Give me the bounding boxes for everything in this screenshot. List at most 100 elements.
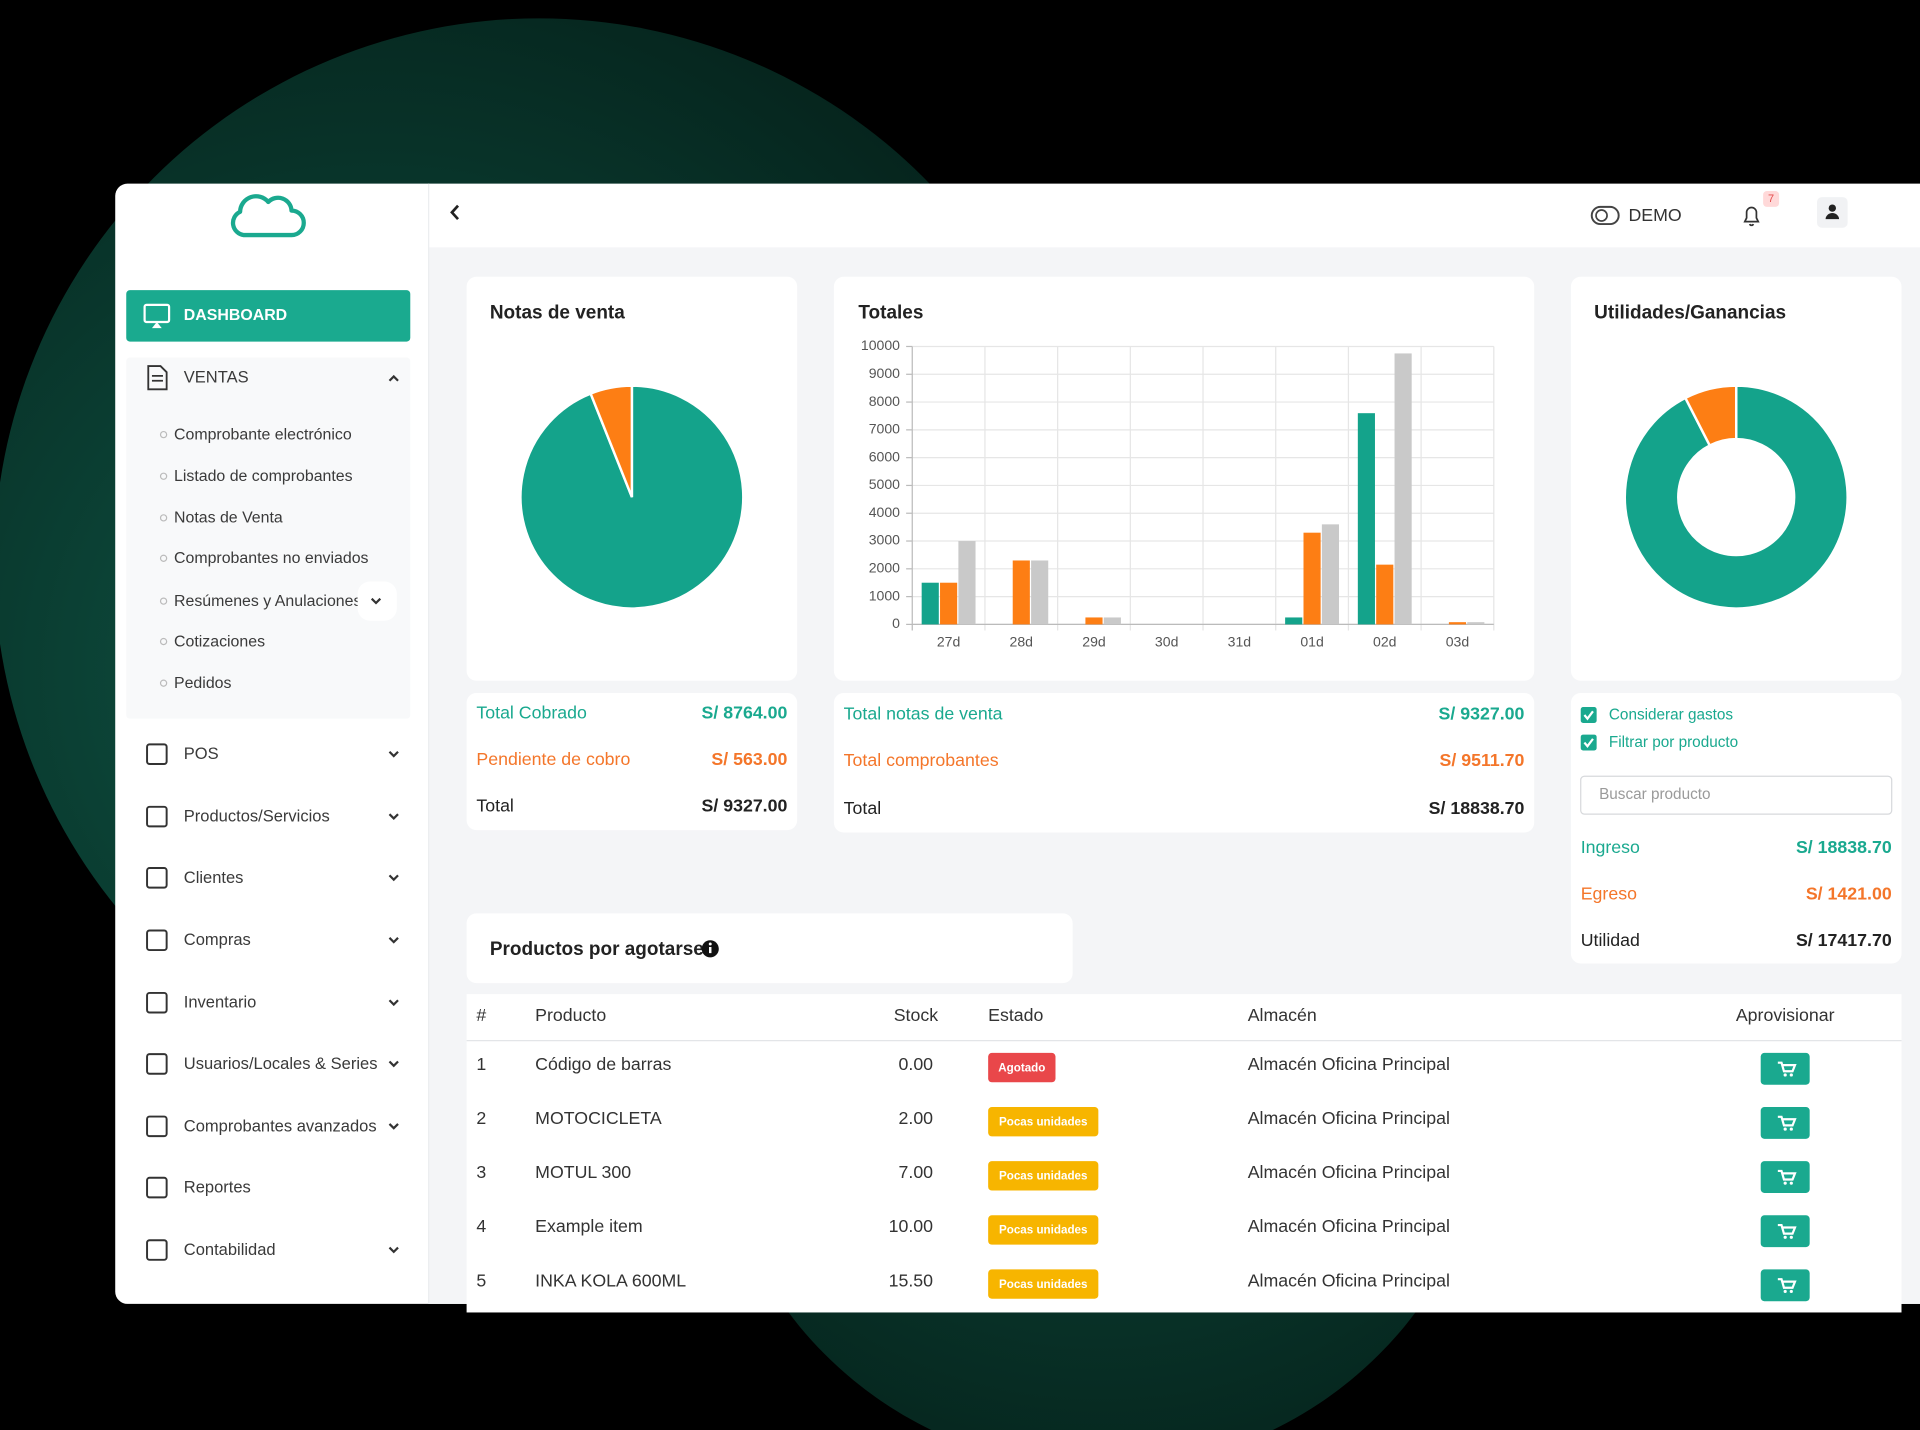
summary-value: S/ 17417.70	[1796, 930, 1892, 950]
cart-icon	[1789, 1289, 1793, 1293]
y-tick-label: 9000	[869, 365, 900, 381]
bar	[958, 541, 976, 625]
submenu-item[interactable]: Notas de Venta	[174, 510, 283, 527]
submenu: Comprobante electrónico Listado de compro…	[159, 426, 397, 692]
x-tick-label: 02d	[1373, 633, 1396, 649]
bar	[1085, 617, 1103, 625]
cell-warehouse: Almacén Oficina Principal	[1248, 1270, 1450, 1290]
card-title: Notas de venta	[490, 302, 625, 323]
cell-warehouse: Almacén Oficina Principal	[1248, 1108, 1450, 1128]
submenu-item[interactable]: Cotizaciones	[174, 633, 265, 650]
bullet	[159, 554, 168, 562]
expand-chevron[interactable]	[388, 1060, 399, 1068]
card-title: Totales	[858, 302, 923, 323]
info-icon	[709, 947, 712, 954]
cell-product: Example item	[535, 1216, 643, 1236]
submenu-item[interactable]: Pedidos	[174, 675, 232, 692]
expand-chevron[interactable]	[388, 1246, 399, 1254]
y-tick-label: 3000	[869, 532, 900, 548]
menu-item[interactable]: Comprobantes avanzados	[184, 1116, 377, 1135]
expand-chevron[interactable]	[388, 874, 399, 882]
menu-item[interactable]: Reportes	[184, 1178, 251, 1197]
summary-label: Utilidad	[1581, 930, 1640, 950]
summary-label: Total comprobantes	[844, 750, 999, 770]
notification-count: 7	[1768, 193, 1774, 205]
restock-button[interactable]	[1760, 1269, 1810, 1302]
expand-chevron[interactable]	[388, 813, 399, 821]
summary-label: Total	[476, 796, 514, 816]
expand-chevron[interactable]	[388, 1123, 399, 1130]
bar	[921, 582, 939, 625]
summary-label: Pendiente de cobro	[476, 749, 630, 769]
user-button[interactable]	[1817, 197, 1848, 228]
restock-button[interactable]	[1760, 1161, 1810, 1193]
column-header: Estado	[988, 1005, 1043, 1025]
menu-item[interactable]: Clientes	[184, 868, 244, 887]
checkbox[interactable]	[1580, 734, 1597, 751]
summary-value: S/ 9327.00	[701, 796, 787, 816]
status-badge	[988, 1107, 1099, 1137]
menu-item[interactable]: Productos/Servicios	[184, 807, 330, 826]
cell-index: 2	[476, 1108, 486, 1128]
dashboard-button[interactable]	[126, 290, 411, 342]
bar	[1303, 532, 1321, 625]
menu-icon	[146, 743, 168, 765]
submenu-item[interactable]: Resúmenes y Anulaciones	[174, 593, 361, 610]
collapse-button[interactable]	[450, 204, 460, 221]
cell-warehouse: Almacén Oficina Principal	[1248, 1054, 1450, 1074]
cart-icon	[1783, 1127, 1787, 1131]
cell-product: MOTOCICLETA	[535, 1108, 662, 1128]
search-input[interactable]	[1580, 775, 1893, 815]
expand-chevron[interactable]	[388, 750, 399, 758]
cart-icon	[1789, 1235, 1793, 1239]
notification-bell[interactable]	[1743, 206, 1760, 227]
bar	[1285, 617, 1303, 625]
notification-badge	[1763, 190, 1780, 207]
x-tick-label: 03d	[1446, 633, 1469, 649]
summary-label: Total notas de venta	[844, 704, 1003, 724]
menu-item[interactable]: Inventario	[184, 993, 257, 1012]
submenu-item[interactable]: Listado de comprobantes	[174, 468, 353, 485]
checkbox-label[interactable]: Considerar gastos	[1609, 707, 1733, 724]
restock-button[interactable]	[1760, 1107, 1810, 1139]
cart-icon	[1783, 1073, 1787, 1077]
checkmark	[1583, 710, 1594, 721]
menu-item[interactable]: Compras	[184, 930, 251, 949]
expand-chevron[interactable]	[388, 999, 399, 1007]
status-badge	[988, 1269, 1099, 1299]
info-icon	[708, 942, 712, 946]
restock-button[interactable]	[1760, 1215, 1810, 1248]
summary-value: S/ 18838.70	[1429, 798, 1525, 818]
ventas-label[interactable]: VENTAS	[184, 368, 249, 387]
checkbox[interactable]	[1580, 707, 1597, 723]
menu-icon	[146, 1115, 168, 1138]
bar	[1448, 622, 1467, 625]
cart-icon	[1777, 1278, 1797, 1289]
y-tick-label: 1000	[869, 587, 900, 603]
restock-button[interactable]	[1760, 1052, 1810, 1085]
expand-chevron[interactable]	[388, 937, 399, 944]
status-badge	[988, 1215, 1099, 1245]
summary-label: Egreso	[1581, 884, 1637, 904]
ventas-icon	[147, 365, 168, 391]
pie-slice	[1683, 384, 1738, 448]
summary-value: S/ 9327.00	[1439, 704, 1525, 724]
submenu-item[interactable]: Comprobante electrónico	[174, 426, 352, 443]
menu-item[interactable]: Contabilidad	[184, 1240, 276, 1259]
menu-item[interactable]: Usuarios/Locales & Series	[184, 1054, 378, 1073]
menu-item[interactable]: POS	[184, 744, 219, 763]
cell-index: 1	[476, 1054, 486, 1074]
x-tick-label: 31d	[1228, 633, 1251, 649]
ventas-panel	[126, 357, 411, 719]
mode-toggle[interactable]	[1590, 205, 1620, 226]
submenu-item[interactable]: Comprobantes no enviados	[174, 550, 369, 567]
y-tick-label: 2000	[869, 560, 900, 576]
checkbox-label[interactable]: Filtrar por producto	[1609, 734, 1738, 751]
y-tick-label: 8000	[869, 393, 900, 409]
cart-icon	[1777, 1223, 1797, 1235]
collapse-chevron[interactable]	[388, 374, 399, 382]
logo[interactable]	[230, 194, 306, 238]
bullet	[159, 637, 168, 646]
menu-icon	[146, 1053, 168, 1075]
table: # Producto Stock Estado Almacén Aprovisionar 1…	[476, 1005, 1835, 1302]
